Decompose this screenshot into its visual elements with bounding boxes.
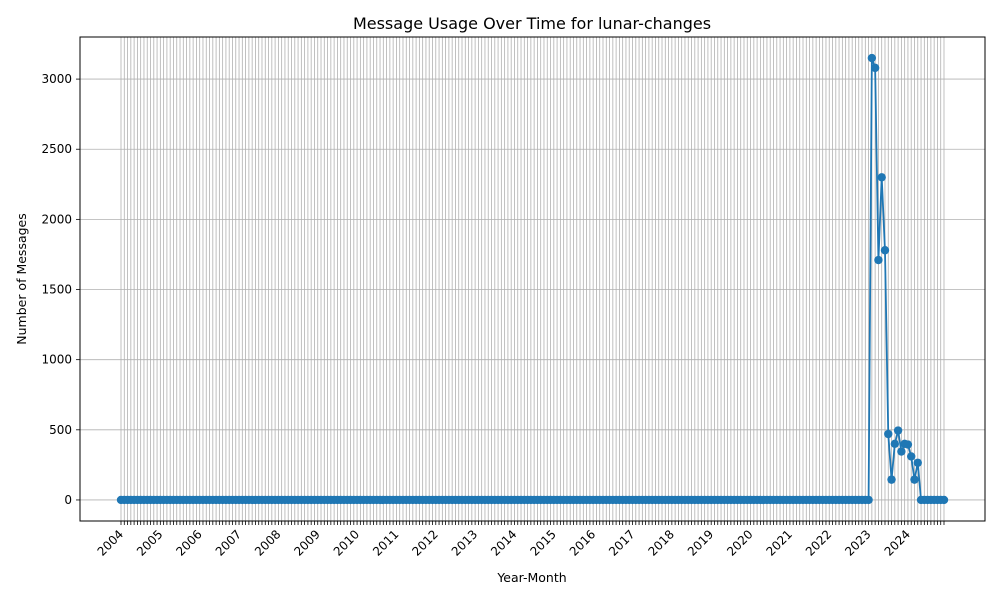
y-tick-label: 2000 bbox=[41, 212, 72, 226]
plot-frame bbox=[79, 36, 986, 522]
x-tick-label: 2019 bbox=[685, 527, 716, 558]
x-tick-label: 2011 bbox=[370, 527, 401, 558]
y-tick-label: 0 bbox=[64, 493, 72, 507]
data-point bbox=[880, 246, 890, 255]
grid-layer bbox=[80, 37, 985, 521]
x-tick-label: 2014 bbox=[488, 527, 519, 558]
data-point bbox=[913, 458, 922, 467]
axes-layer bbox=[79, 36, 986, 522]
x-tick-label: 2008 bbox=[252, 527, 283, 558]
x-tick-label: 2009 bbox=[291, 527, 322, 558]
data-point bbox=[893, 426, 903, 435]
y-tick-label: 500 bbox=[49, 423, 72, 437]
data-point bbox=[874, 255, 883, 265]
x-tick-label: 2010 bbox=[331, 527, 362, 558]
chart-title: Message Usage Over Time for lunar-change… bbox=[353, 14, 711, 33]
data-point bbox=[897, 447, 906, 456]
x-tick-label: 2007 bbox=[213, 527, 244, 558]
x-tick-label: 2020 bbox=[724, 527, 755, 558]
data-point bbox=[884, 429, 893, 439]
data-point bbox=[870, 63, 880, 73]
y-axis-label: Number of Messages bbox=[14, 213, 29, 345]
x-tick-label: 2012 bbox=[409, 527, 440, 558]
data-point bbox=[867, 53, 877, 63]
series-layer bbox=[116, 53, 949, 505]
data-point bbox=[910, 475, 919, 484]
x-tick-label: 2005 bbox=[134, 527, 165, 558]
data-point bbox=[877, 173, 886, 182]
data-point bbox=[903, 440, 913, 449]
series-line bbox=[121, 57, 944, 501]
y-tick-label: 1500 bbox=[41, 283, 72, 297]
data-point bbox=[887, 475, 896, 484]
x-tick-label: 2023 bbox=[842, 527, 873, 558]
y-tick-label: 1000 bbox=[41, 353, 72, 367]
x-tick-label: 2006 bbox=[173, 527, 204, 558]
x-tick-label: 2004 bbox=[95, 527, 126, 558]
data-point bbox=[890, 439, 900, 449]
x-tick-label: 2017 bbox=[606, 527, 637, 558]
data-point bbox=[939, 495, 949, 505]
x-tick-label: 2015 bbox=[527, 527, 558, 558]
x-tick-label: 2024 bbox=[882, 527, 913, 558]
data-point bbox=[907, 452, 916, 461]
x-tick-label: 2013 bbox=[449, 527, 480, 558]
x-tick-label: 2016 bbox=[567, 527, 598, 558]
x-tick-label: 2022 bbox=[803, 527, 834, 558]
x-axis-label: Year-Month bbox=[496, 570, 566, 585]
x-tick-label: 2018 bbox=[645, 527, 676, 558]
y-tick-label: 2500 bbox=[41, 142, 72, 156]
x-tick-label: 2021 bbox=[764, 527, 795, 558]
y-tick-label: 3000 bbox=[41, 72, 72, 86]
data-point bbox=[864, 495, 873, 505]
